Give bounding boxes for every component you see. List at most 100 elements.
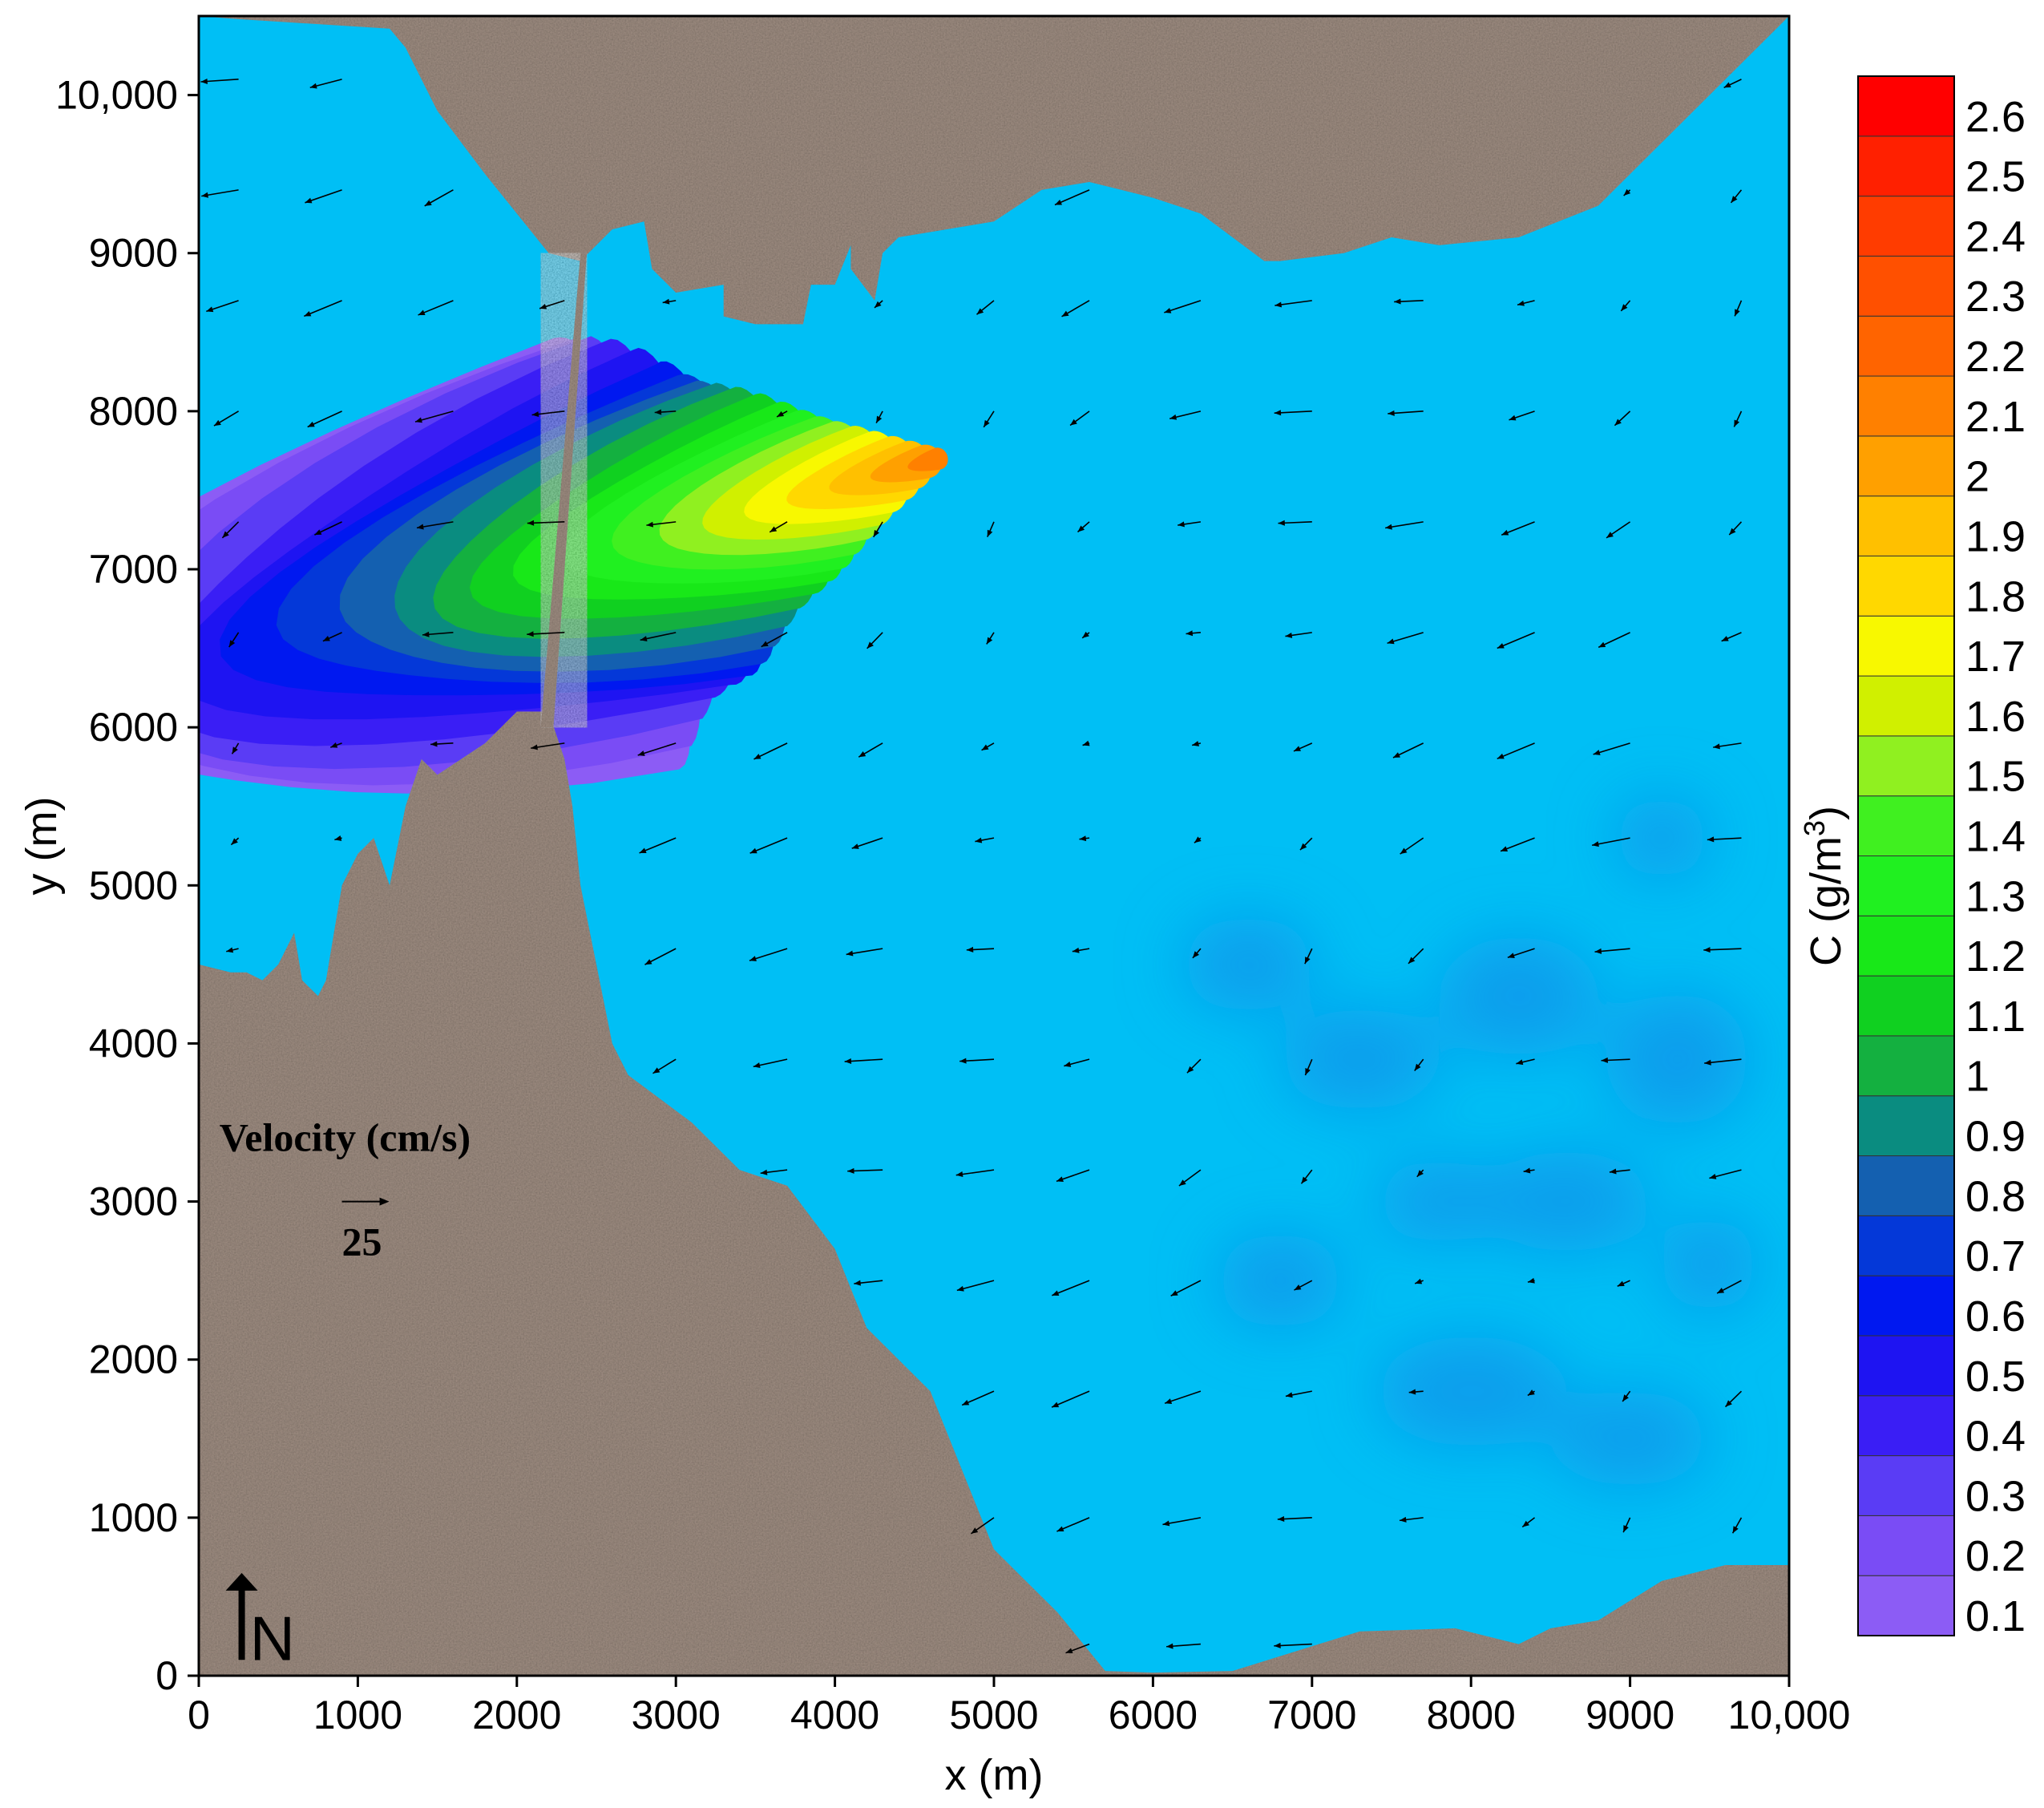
velocity-vector-head bbox=[1054, 200, 1062, 205]
velocity-vector-head bbox=[1408, 957, 1416, 964]
velocity-vector-head bbox=[222, 531, 229, 538]
velocity-vector bbox=[1052, 1280, 1090, 1296]
deep-water-patches bbox=[1182, 796, 1758, 1486]
colorbar-label: 2.4 bbox=[1965, 212, 2026, 261]
velocity-vector-head bbox=[1077, 525, 1085, 532]
x-tick-label: 6000 bbox=[1109, 1693, 1198, 1737]
velocity-vector-head bbox=[1082, 740, 1090, 746]
velocity-vector-head bbox=[1713, 743, 1720, 750]
y-tick-label: 7000 bbox=[89, 547, 178, 592]
y-tick-label: 8000 bbox=[89, 389, 178, 434]
velocity-vector-head bbox=[1285, 1392, 1293, 1398]
velocity-vector-head bbox=[1709, 1174, 1717, 1179]
velocity-vector-head bbox=[1408, 1389, 1416, 1395]
colorbar-swatch bbox=[1857, 1335, 1955, 1397]
velocity-vector-head bbox=[200, 78, 208, 84]
plot-area bbox=[199, 16, 1789, 1676]
colorbar-swatch bbox=[1857, 1095, 1955, 1157]
y-tick-label: 0 bbox=[156, 1653, 178, 1698]
velocity-vector-head bbox=[962, 1399, 970, 1406]
colorbar-label: 0.7 bbox=[1965, 1232, 2026, 1280]
velocity-vector bbox=[1051, 1390, 1090, 1408]
y-tick-label: 1000 bbox=[89, 1495, 178, 1540]
velocity-vector-head bbox=[1052, 1290, 1060, 1296]
x-tick-label: 10,000 bbox=[1728, 1693, 1851, 1737]
x-tick-label: 8000 bbox=[1427, 1693, 1516, 1737]
velocity-vector-head bbox=[1507, 953, 1515, 958]
velocity-vector-head bbox=[662, 298, 670, 305]
velocity-vector-head bbox=[232, 746, 238, 754]
velocity-vector-head bbox=[1609, 1168, 1617, 1175]
x-axis: 0 1000 2000 3000 4000 5000 6000 7000 8000 9000 10,… bbox=[188, 1676, 1850, 1737]
velocity-vector-head bbox=[1523, 1167, 1531, 1174]
colorbar-label: 0.2 bbox=[1965, 1532, 2026, 1580]
velocity-vector-head bbox=[304, 310, 312, 317]
velocity-vector-head bbox=[1593, 750, 1601, 755]
colorbar-swatch bbox=[1857, 1275, 1955, 1337]
colorbar-label: 1.5 bbox=[1965, 753, 2026, 801]
velocity-vector-head bbox=[231, 838, 238, 845]
velocity-vector-head bbox=[1731, 196, 1738, 203]
velocity-vector-head bbox=[305, 197, 313, 204]
north-label: N bbox=[250, 1603, 295, 1673]
velocity-vector-head bbox=[1392, 752, 1400, 758]
velocity-vector-head bbox=[971, 1527, 979, 1534]
velocity-vector-head bbox=[1527, 1277, 1535, 1284]
plume-band-2.1 bbox=[907, 447, 948, 471]
velocity-vector-head bbox=[1414, 1063, 1421, 1071]
velocity-legend: Velocity (cm/s) 25 bbox=[220, 1114, 471, 1264]
velocity-vector-head bbox=[1621, 304, 1628, 311]
velocity-vector-head bbox=[640, 636, 648, 642]
velocity-vector-head bbox=[986, 637, 993, 645]
colorbar-label: 1.7 bbox=[1965, 633, 2026, 681]
velocity-vector-head bbox=[851, 843, 859, 849]
colorbar-label: 0.1 bbox=[1965, 1592, 2026, 1640]
velocity-reference-value: 25 bbox=[342, 1219, 382, 1264]
velocity-vector bbox=[637, 742, 677, 756]
velocity-vector-head bbox=[866, 641, 874, 649]
velocity-vector-head bbox=[1517, 300, 1525, 306]
colorbar-title-superscript: 3 bbox=[1798, 820, 1831, 836]
velocity-vector-head bbox=[1186, 630, 1194, 637]
velocity-vector-head bbox=[987, 529, 993, 537]
velocity-vector-head bbox=[1387, 638, 1395, 645]
velocity-vector-head bbox=[1186, 1066, 1194, 1074]
velocity-vector bbox=[303, 300, 342, 318]
velocity-vector-head bbox=[1170, 1290, 1178, 1296]
velocity-vector-head bbox=[1623, 1525, 1629, 1533]
velocity-vector-head bbox=[753, 1062, 761, 1069]
velocity-vector-head bbox=[644, 959, 652, 965]
velocity-vectors bbox=[200, 78, 1743, 1654]
x-tick-label: 2000 bbox=[472, 1693, 561, 1737]
colorbar-swatch bbox=[1857, 675, 1955, 737]
velocity-vector bbox=[1497, 632, 1535, 649]
velocity-vector-head bbox=[1400, 847, 1408, 855]
velocity-vector-head bbox=[654, 409, 662, 415]
velocity-vector-head bbox=[1385, 524, 1392, 530]
velocity-vector-head bbox=[1070, 419, 1077, 426]
velocity-vector-head bbox=[873, 529, 879, 537]
velocity-vector-head bbox=[330, 742, 338, 748]
velocity-vector-head bbox=[1082, 631, 1089, 638]
velocity-vector-head bbox=[1178, 521, 1185, 528]
velocity-vector-head bbox=[1178, 1179, 1186, 1186]
y-tick-label: 4000 bbox=[89, 1021, 178, 1066]
velocity-vector-head bbox=[1301, 1176, 1308, 1184]
velocity-vector-head bbox=[761, 641, 769, 647]
colorbar-swatch bbox=[1857, 555, 1955, 617]
velocity-vector-head bbox=[1285, 632, 1293, 638]
velocity-vector-head bbox=[1497, 753, 1505, 759]
velocity-vector-head bbox=[1164, 307, 1172, 313]
velocity-vector-head bbox=[1072, 947, 1080, 953]
velocity-vector-head bbox=[1388, 410, 1395, 416]
colorbar-label: 1.4 bbox=[1965, 813, 2026, 861]
velocity-legend-title: Velocity (cm/s) bbox=[220, 1114, 471, 1159]
velocity-vector-head bbox=[646, 521, 654, 528]
colorbar-swatch bbox=[1857, 75, 1955, 137]
velocity-vector-head bbox=[1622, 1394, 1629, 1402]
colorbar-swatch bbox=[1857, 855, 1955, 916]
colorbar-swatch bbox=[1857, 1395, 1955, 1457]
colorbar-swatch bbox=[1857, 1215, 1955, 1276]
x-tick-label: 3000 bbox=[632, 1693, 721, 1737]
velocity-vector-head bbox=[226, 947, 234, 953]
